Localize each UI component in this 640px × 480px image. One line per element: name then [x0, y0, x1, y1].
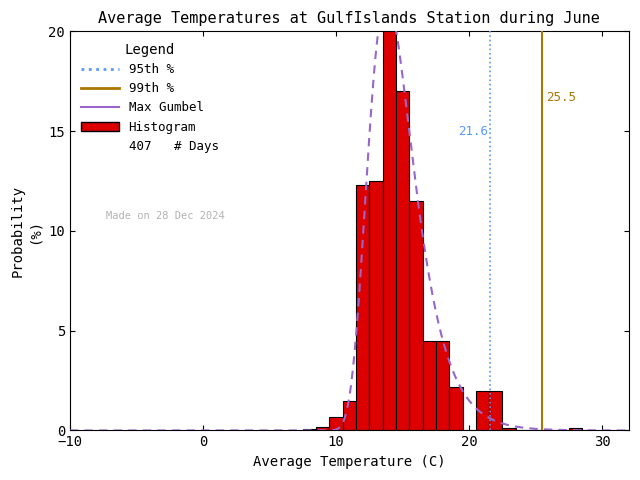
- Bar: [343, 400, 356, 431]
- Bar: [476, 391, 489, 431]
- Y-axis label: Probability
(%): Probability (%): [11, 185, 42, 277]
- Bar: [303, 430, 316, 431]
- Bar: [369, 181, 383, 431]
- Title: Average Temperatures at GulfIslands Station during June: Average Temperatures at GulfIslands Stat…: [99, 11, 600, 26]
- Bar: [316, 428, 330, 431]
- Bar: [436, 341, 449, 431]
- Bar: [449, 386, 463, 431]
- Legend: 95th %, 99th %, Max Gumbel, Histogram, 407   # Days: 95th %, 99th %, Max Gumbel, Histogram, 4…: [76, 38, 223, 158]
- Bar: [396, 91, 409, 431]
- Text: Made on 28 Dec 2024: Made on 28 Dec 2024: [106, 211, 225, 221]
- Text: 25.5: 25.5: [547, 91, 577, 104]
- Text: 21.6: 21.6: [458, 125, 488, 138]
- Bar: [489, 391, 502, 431]
- Bar: [330, 417, 343, 431]
- Bar: [409, 201, 422, 431]
- Bar: [422, 341, 436, 431]
- Bar: [569, 429, 582, 431]
- Bar: [502, 429, 516, 431]
- Bar: [383, 27, 396, 431]
- X-axis label: Average Temperature (C): Average Temperature (C): [253, 455, 445, 469]
- Bar: [356, 185, 369, 431]
